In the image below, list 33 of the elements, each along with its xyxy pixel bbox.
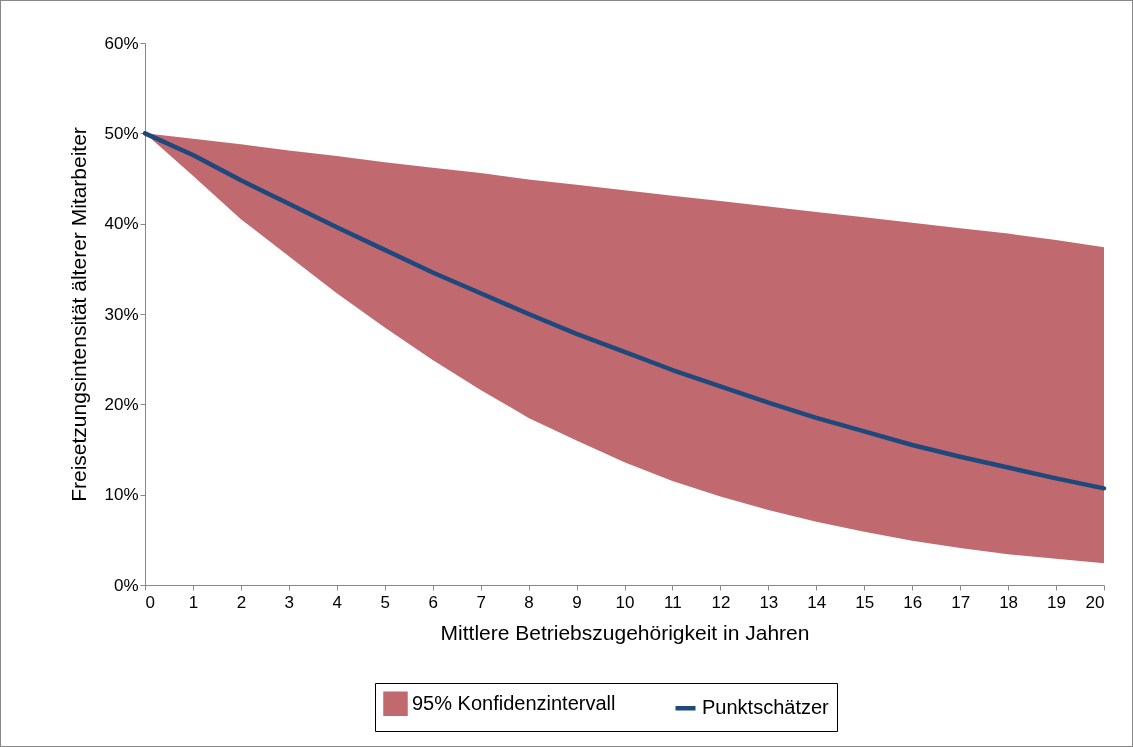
y-tick-label: 30% <box>104 304 139 324</box>
x-tick-label: 13 <box>759 592 779 612</box>
y-tick-label: 50% <box>104 123 139 143</box>
x-tick-label: 20 <box>1085 592 1105 612</box>
line-series <box>142 131 1107 491</box>
y-tick-label: 40% <box>104 214 139 234</box>
y-tick-label: 60% <box>104 33 139 53</box>
y-tick-label: 10% <box>104 485 139 505</box>
x-tick-label: 1 <box>188 592 199 612</box>
x-tick-label: 15 <box>855 592 875 612</box>
x-tick-label: 16 <box>903 592 923 612</box>
legend-label: Punktschätzer <box>702 696 830 719</box>
y-axis-title: Freisetzungsintensität älterer Mitarbeiter <box>67 127 91 502</box>
x-tick-label: 10 <box>615 592 635 612</box>
x-tick-label: 18 <box>999 592 1019 612</box>
x-tick-label: 4 <box>332 592 343 612</box>
x-tick-label: 19 <box>1047 592 1067 612</box>
x-axis-title: Mittlere Betriebszugehörigkeit in Jahren <box>440 620 810 644</box>
x-tick-label: 7 <box>476 592 486 612</box>
x-tick-label: 9 <box>572 592 582 612</box>
x-tick-label: 8 <box>524 592 534 612</box>
y-tick-label: 0% <box>113 575 139 595</box>
x-tick-label: 17 <box>951 592 971 612</box>
x-tick-label: 12 <box>711 592 731 612</box>
legend-label: 95% Konfidenzintervall <box>412 691 616 714</box>
y-tick-label: 20% <box>104 394 139 414</box>
x-tick-label: 0 <box>145 592 155 612</box>
x-tick-label: 11 <box>664 592 682 612</box>
x-tick-label: 5 <box>380 592 390 612</box>
x-tick-label: 6 <box>428 592 438 612</box>
x-tick-label: 2 <box>236 592 247 612</box>
x-tick-label: 3 <box>284 592 295 612</box>
x-tick-label: 14 <box>807 592 827 612</box>
